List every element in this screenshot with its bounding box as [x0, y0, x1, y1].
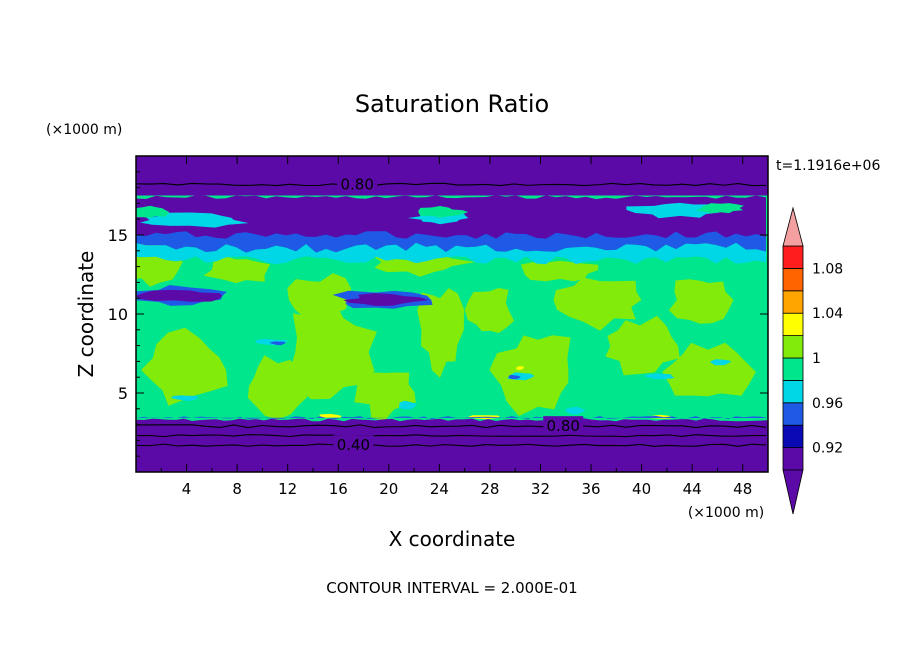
moist-patch [464, 288, 515, 333]
contour-interval-note: CONTOUR INTERVAL = 2.000E-01 [326, 579, 577, 597]
colorbar-swatch [782, 447, 804, 471]
moist-patch [605, 315, 680, 376]
colorbar: 0.92 0.96 1 1.04 1.08 [782, 206, 843, 515]
y-unit-label: (×1000 m) [46, 122, 122, 138]
colorbar-swatch [782, 424, 804, 449]
time-label: t=1.1916e+06 [776, 158, 880, 174]
dry-streak [170, 395, 199, 401]
contour-fill-layer [136, 156, 768, 472]
x-axis-title: X coordinate [389, 527, 516, 551]
moist-patch [247, 355, 309, 420]
x-unit-label: (×1000 m) [688, 505, 764, 521]
x-tick-label: 36 [581, 480, 600, 498]
band-lower-edge [136, 416, 768, 419]
moist-patch [354, 372, 416, 421]
x-tick-label: 20 [379, 480, 398, 498]
x-tick-label: 40 [632, 480, 651, 498]
contour-label-1: 0.80 [547, 417, 580, 435]
x-tick-label: 8 [232, 480, 242, 498]
contour-line-080-upper [136, 182, 767, 187]
upper-moist-pocket [140, 212, 249, 228]
chart-title: Saturation Ratio [355, 90, 549, 118]
colorbar-swatch [782, 290, 804, 314]
dry-streak [709, 359, 732, 366]
y-axis: 5 10 15 [108, 171, 768, 457]
x-tick-label: 44 [683, 480, 702, 498]
contour-label-bg [333, 435, 374, 454]
x-tick-label: 4 [182, 480, 192, 498]
dry-streak [643, 373, 675, 380]
colorbar-tick-label: 0.92 [812, 441, 843, 457]
contour-label-2: 0.40 [337, 436, 370, 454]
colorbar-under-arrow [782, 469, 804, 515]
colorbar-swatch [782, 245, 804, 269]
x-axis: 4 8 12 16 20 24 28 32 36 40 44 48 [160, 156, 752, 498]
contour-label-layer: 0.80 0.80 0.40 [333, 174, 584, 454]
x-tick-label: 28 [480, 480, 499, 498]
colorbar-swatch [782, 357, 804, 381]
contour-line-080-lower [136, 424, 767, 429]
contour-label-bg [543, 416, 584, 435]
colorbar-swatch [782, 335, 804, 359]
colorbar-tick-label: 1.04 [812, 306, 843, 322]
dry-streak [399, 400, 418, 410]
dry-pocket [343, 293, 429, 306]
supersat-patch [318, 413, 342, 418]
dry-streak [508, 374, 521, 380]
y-tick-label: 5 [118, 384, 128, 403]
supersat-patch [516, 366, 524, 370]
upper-moist-pocket [136, 205, 170, 218]
upper-moist-pocket [695, 203, 745, 214]
moist-patch [662, 342, 756, 397]
y-tick-label: 15 [108, 226, 128, 245]
y-axis-title: Z coordinate [74, 251, 98, 378]
colorbar-swatch [782, 402, 804, 426]
dry-streak [269, 341, 286, 346]
colorbar-swatch [782, 267, 804, 292]
colorbar-tick-label: 0.96 [812, 396, 843, 412]
moist-patch [417, 288, 465, 378]
colorbar-tick-label: 1.08 [812, 261, 843, 277]
colorbar-swatch [782, 312, 804, 337]
band-upper-blue [136, 229, 766, 253]
x-tick-label: 48 [733, 480, 752, 498]
dry-streak [564, 406, 586, 415]
band-lower-dry-layer [136, 418, 768, 472]
moist-patch [203, 255, 271, 284]
dry-pocket [136, 289, 223, 302]
upper-moist-pocket [418, 206, 469, 218]
contour-line-060 [136, 434, 767, 438]
colorbar-swatch [782, 379, 804, 404]
y-tick-label: 10 [108, 305, 128, 324]
band-upper-cyan [136, 242, 766, 265]
contour-line-040 [136, 443, 767, 447]
x-tick-label: 12 [278, 480, 297, 498]
contour-label-bg [337, 174, 378, 193]
x-tick-label: 24 [430, 480, 449, 498]
moist-patch [287, 273, 352, 325]
moist-patch [553, 277, 642, 331]
moist-patch [520, 260, 599, 282]
colorbar-tick-label: 1 [812, 351, 821, 367]
x-tick-label: 16 [329, 480, 348, 498]
x-tick-label: 32 [531, 480, 550, 498]
contour-line-layer [136, 182, 767, 447]
moist-patch [290, 292, 377, 400]
moist-patch [668, 279, 734, 324]
band-top-dry-layer [136, 156, 768, 196]
moist-patch [141, 327, 228, 406]
colorbar-over-arrow [782, 206, 804, 247]
contour-label-0: 0.80 [340, 175, 373, 193]
